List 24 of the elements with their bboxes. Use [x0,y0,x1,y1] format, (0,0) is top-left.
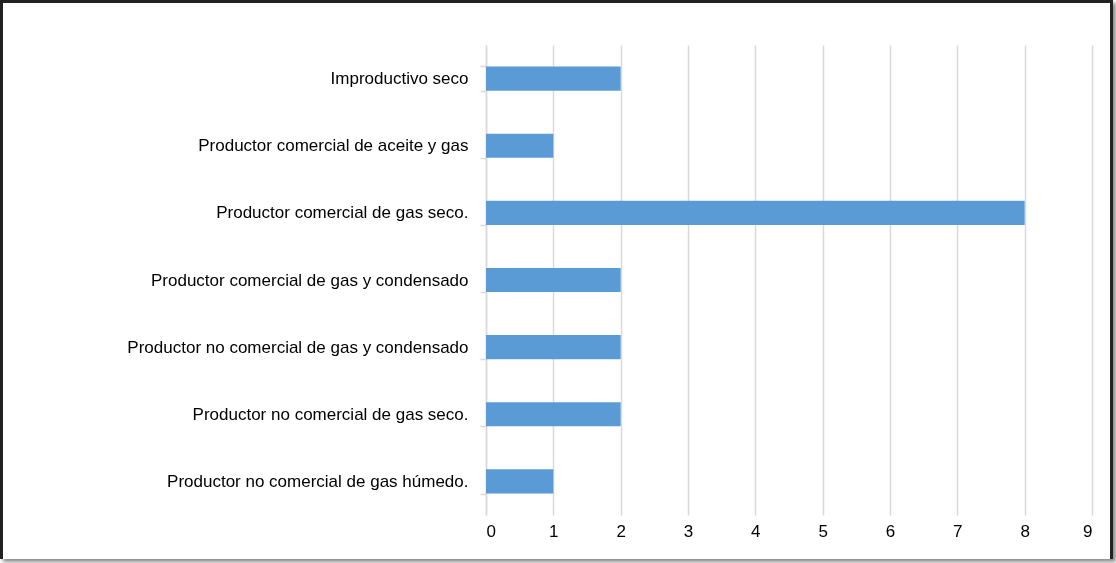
x-tick-label: 8 [1020,521,1030,541]
bar [486,133,554,158]
bar [486,267,621,293]
y-tick-label: Productor comercial de gas y condensado [150,270,469,290]
y-tick-label: Productor no comercial de gas seco. [192,404,469,424]
x-tick-label: 1 [549,521,559,541]
x-tick-label: 7 [953,521,963,541]
bar [486,402,621,427]
x-tick-label: 4 [751,521,761,541]
y-tick-label: Productor no comercial de gas húmedo. [167,471,469,491]
x-tick-label: 6 [885,521,896,541]
y-tick-label: Productor comercial de aceite y gas [198,136,469,156]
x-tick-label: 5 [818,521,828,541]
x-tick-label: 0 [486,521,496,541]
bar [486,469,554,494]
x-tick-label: 9 [1083,521,1093,541]
y-tick-label: Improductivo seco [330,69,469,89]
y-tick-label: Productor no comercial de gas y condensado [127,337,469,357]
x-tick-label: 3 [683,521,694,541]
bar [486,66,621,91]
x-tick-label: 2 [616,521,626,541]
y-tick-label: Productor comercial de gas seco. [216,203,469,223]
bar [486,200,1025,225]
bar [486,335,621,360]
